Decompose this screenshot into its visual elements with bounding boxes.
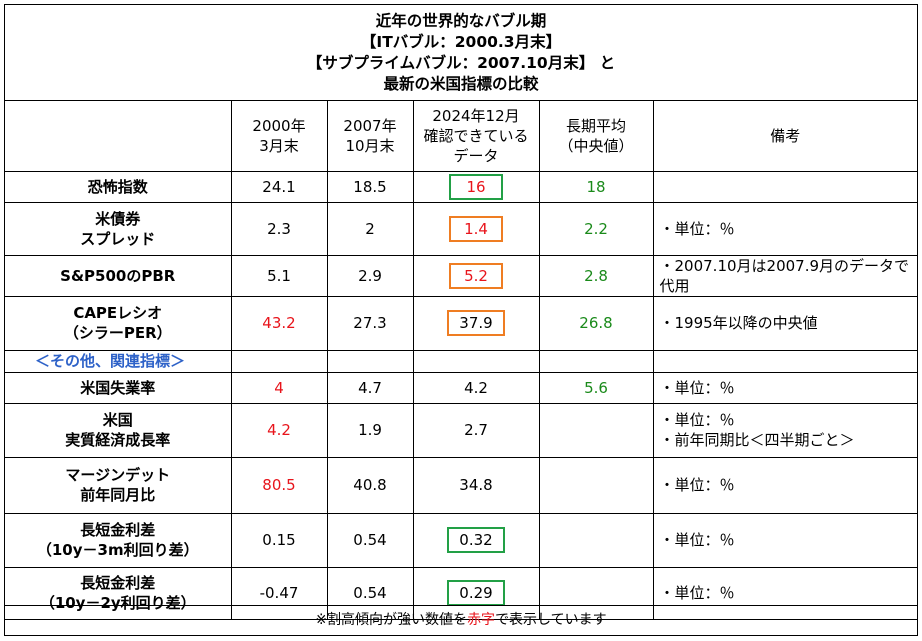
header-notes: 備考 <box>652 101 917 172</box>
cell-2024: 1.4 <box>412 201 540 256</box>
table-row: 恐怖指数 24.1 18.5 16 18 <box>5 170 917 203</box>
section-row: ＜その他、関連指標＞ <box>5 349 917 373</box>
cell-average <box>538 456 654 514</box>
header-row: 2000年 3月末 2007年 10月末 2024年12月 確認できている デー… <box>5 101 917 172</box>
table-row: 長短金利差 （10y－3m利回り差） 0.15 0.54 0.32 ・単位：％ <box>5 512 917 568</box>
cell-2007: 2 <box>326 201 414 256</box>
row-label: 米債券 スプレッド <box>5 201 232 256</box>
cell-average <box>538 566 654 620</box>
cell-note: ・単位：％ <box>652 566 917 620</box>
cell-2000: 0.15 <box>230 512 328 568</box>
cell-average <box>538 512 654 568</box>
cell-2000: 5.1 <box>230 254 328 297</box>
cell-note: ・単位：％ <box>652 512 917 568</box>
cell-2000: 80.5 <box>230 456 328 514</box>
cell-2024: 5.2 <box>412 254 540 297</box>
cell-2024: 16 <box>412 170 540 203</box>
cell-average: 5.6 <box>538 371 654 404</box>
table-row: CAPEレシオ （シラーPER） 43.2 27.3 37.9 26.8 ・19… <box>5 295 917 351</box>
cell-note: ・2007.10月は2007.9月のデータで代用 <box>652 254 917 297</box>
highlight-box: 0.29 <box>447 580 505 606</box>
row-label: 米国 実質経済成長率 <box>5 402 232 458</box>
cell-2007: 1.9 <box>326 402 414 458</box>
cell-2000: 43.2 <box>230 295 328 351</box>
cell-average: 2.8 <box>538 254 654 297</box>
cell-2007: 40.8 <box>326 456 414 514</box>
header-2024: 2024年12月 確認できている データ <box>412 101 540 172</box>
highlight-box: 37.9 <box>447 310 505 336</box>
cell-average: 2.2 <box>538 201 654 256</box>
cell-2000: 2.3 <box>230 201 328 256</box>
cell-2024: 37.9 <box>412 295 540 351</box>
cell-note: ・単位：％ <box>652 201 917 256</box>
cell-note: ・1995年以降の中央値 <box>652 295 917 351</box>
cell-2000: 24.1 <box>230 170 328 203</box>
header-indicator <box>5 101 232 172</box>
section-label: ＜その他、関連指標＞ <box>5 349 232 373</box>
table-row: 米国失業率 4 4.7 4.2 5.6 ・単位：％ <box>5 371 917 404</box>
table-row: S&P500のPBR 5.1 2.9 5.2 2.8 ・2007.10月は200… <box>5 254 917 297</box>
table-row: 長短金利差 （10y－2y利回り差） -0.47 0.54 0.29 ・単位：％ <box>5 566 917 620</box>
table-row: マージンデット 前年同月比 80.5 40.8 34.8 ・単位：％ <box>5 456 917 514</box>
title-line-1: 近年の世界的なバブル期 <box>375 12 547 30</box>
row-label: 長短金利差 （10y－2y利回り差） <box>5 566 232 620</box>
cell-note: ・単位：％ <box>652 371 917 404</box>
row-label: 長短金利差 （10y－3m利回り差） <box>5 512 232 568</box>
comparison-sheet: 近年の世界的なバブル期 【ITバブル：2000.3月末】 【サブプライムバブル：… <box>4 4 918 636</box>
table-row: 米国 実質経済成長率 4.2 1.9 2.7 ・単位：％ ・前年同期比＜四半期ご… <box>5 402 917 458</box>
highlight-box: 16 <box>449 173 503 200</box>
cell-average: 18 <box>538 170 654 203</box>
cell-2007: 4.7 <box>326 371 414 404</box>
cell-2000: 4 <box>230 371 328 404</box>
header-2000: 2000年 3月末 <box>230 101 328 172</box>
comparison-table: 2000年 3月末 2007年 10月末 2024年12月 確認できている デー… <box>5 101 917 620</box>
highlight-box: 1.4 <box>449 215 503 242</box>
cell-2024: 34.8 <box>412 456 540 514</box>
row-label: マージンデット 前年同月比 <box>5 456 232 514</box>
cell-2007: 27.3 <box>326 295 414 351</box>
footer-red-word: 赤字 <box>467 612 496 628</box>
cell-average: 26.8 <box>538 295 654 351</box>
title-line-4: 最新の米国指標の比較 <box>383 75 539 93</box>
title-line-2: 【ITバブル：2000.3月末】 <box>360 33 562 51</box>
cell-note: ・単位：％ ・前年同期比＜四半期ごと＞ <box>652 402 917 458</box>
header-2007: 2007年 10月末 <box>326 101 414 172</box>
cell-note: ・単位：％ <box>652 456 917 514</box>
sheet-title: 近年の世界的なバブル期 【ITバブル：2000.3月末】 【サブプライムバブル：… <box>5 5 917 101</box>
title-line-3: 【サブプライムバブル：2007.10月末】 と <box>306 54 616 72</box>
cell-2024: 2.7 <box>412 402 540 458</box>
cell-2000: -0.47 <box>230 566 328 620</box>
row-label: S&P500のPBR <box>5 254 232 297</box>
cell-2007: 0.54 <box>326 512 414 568</box>
cell-2024: 0.32 <box>412 512 540 568</box>
highlight-box: 5.2 <box>449 262 503 289</box>
row-label: 米国失業率 <box>5 371 232 404</box>
cell-note <box>652 170 917 203</box>
cell-average <box>538 402 654 458</box>
cell-2007: 2.9 <box>326 254 414 297</box>
row-label: 恐怖指数 <box>5 170 232 203</box>
table-row: 米債券 スプレッド 2.3 2 1.4 2.2 ・単位：％ <box>5 201 917 256</box>
cell-2000: 4.2 <box>230 402 328 458</box>
header-long-term-average: 長期平均 （中央値） <box>538 101 654 172</box>
cell-2024: 4.2 <box>412 371 540 404</box>
cell-2007: 18.5 <box>326 170 414 203</box>
footer-note: ※割高傾向が強い数値を赤字で表示しています <box>5 605 917 635</box>
row-label: CAPEレシオ （シラーPER） <box>5 295 232 351</box>
highlight-box: 0.32 <box>447 527 505 553</box>
